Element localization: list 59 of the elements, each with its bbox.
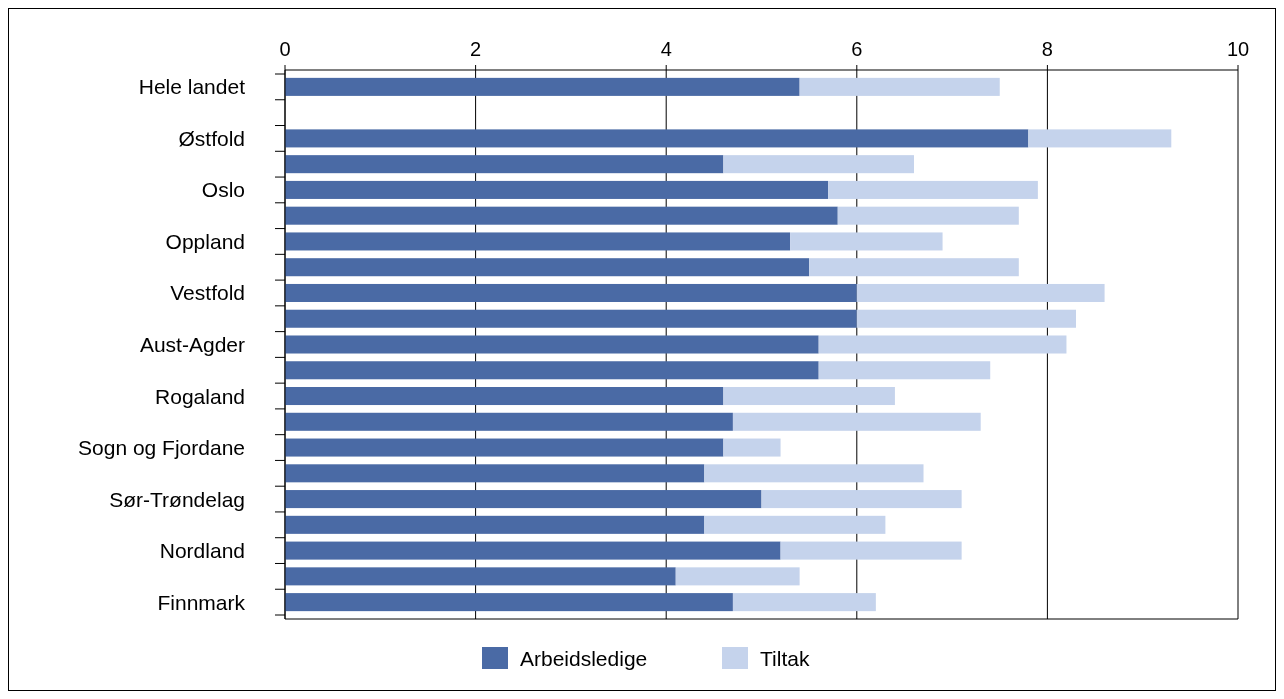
y-tick-label: Finnmark: [157, 590, 246, 614]
bar: [856, 309, 1076, 328]
x-tick-label: 4: [660, 38, 672, 60]
bar: [723, 438, 781, 457]
bar: [675, 567, 800, 586]
y-tick-label: Oslo: [201, 178, 245, 202]
bar: [818, 335, 1067, 354]
bar: [837, 206, 1019, 225]
bar: [285, 464, 705, 483]
bar: [285, 77, 800, 96]
y-tick-label: Rogaland: [155, 384, 245, 408]
y-tick-label: Aust-Agder: [139, 333, 245, 356]
bar: [809, 258, 1019, 277]
y-tick-label: Sør-Trøndelag: [109, 487, 245, 511]
x-tick-label: 0: [279, 38, 291, 60]
bar: [285, 129, 1029, 148]
bar: [723, 387, 895, 406]
bar: [285, 387, 724, 406]
x-tick-label: 6: [851, 38, 863, 60]
bar: [285, 155, 724, 174]
bar: [285, 232, 791, 251]
bar: [704, 464, 924, 483]
bar: [285, 206, 838, 225]
legend-label: Arbeidsledige: [520, 646, 648, 670]
bar: [285, 541, 781, 560]
bar: [818, 361, 991, 380]
y-tick-label: Hele landet: [138, 75, 246, 99]
bar: [285, 515, 705, 534]
y-tick-label: Nordland: [159, 539, 245, 563]
bar: [704, 515, 886, 534]
bar: [285, 283, 857, 302]
bar: [732, 593, 876, 612]
bar: [828, 180, 1038, 199]
bar: [285, 361, 819, 380]
bar: [761, 490, 962, 509]
bar: [285, 258, 810, 277]
bar: [856, 283, 1105, 302]
y-tick-label: Oppland: [165, 229, 245, 253]
bar: [285, 567, 676, 586]
bar: [285, 335, 819, 354]
bar: [285, 593, 733, 612]
legend-label: Tiltak: [760, 646, 810, 670]
bar: [780, 541, 962, 560]
bar: [285, 438, 724, 457]
bar: [285, 412, 733, 431]
bar: [732, 412, 981, 431]
y-tick-label: Vestfold: [170, 281, 245, 305]
bar: [285, 309, 857, 328]
bar: [723, 155, 914, 174]
y-tick-label: Østfold: [178, 126, 245, 150]
x-tick-label: 10: [1226, 38, 1250, 60]
y-tick-label: Sogn og Fjordane: [78, 436, 245, 460]
bar: [799, 77, 1000, 96]
bar: [285, 180, 829, 199]
x-tick-label: 8: [1041, 38, 1053, 60]
x-tick-label: 2: [470, 38, 482, 60]
bar: [1028, 129, 1172, 148]
bar: [790, 232, 943, 251]
bar: [285, 490, 762, 509]
